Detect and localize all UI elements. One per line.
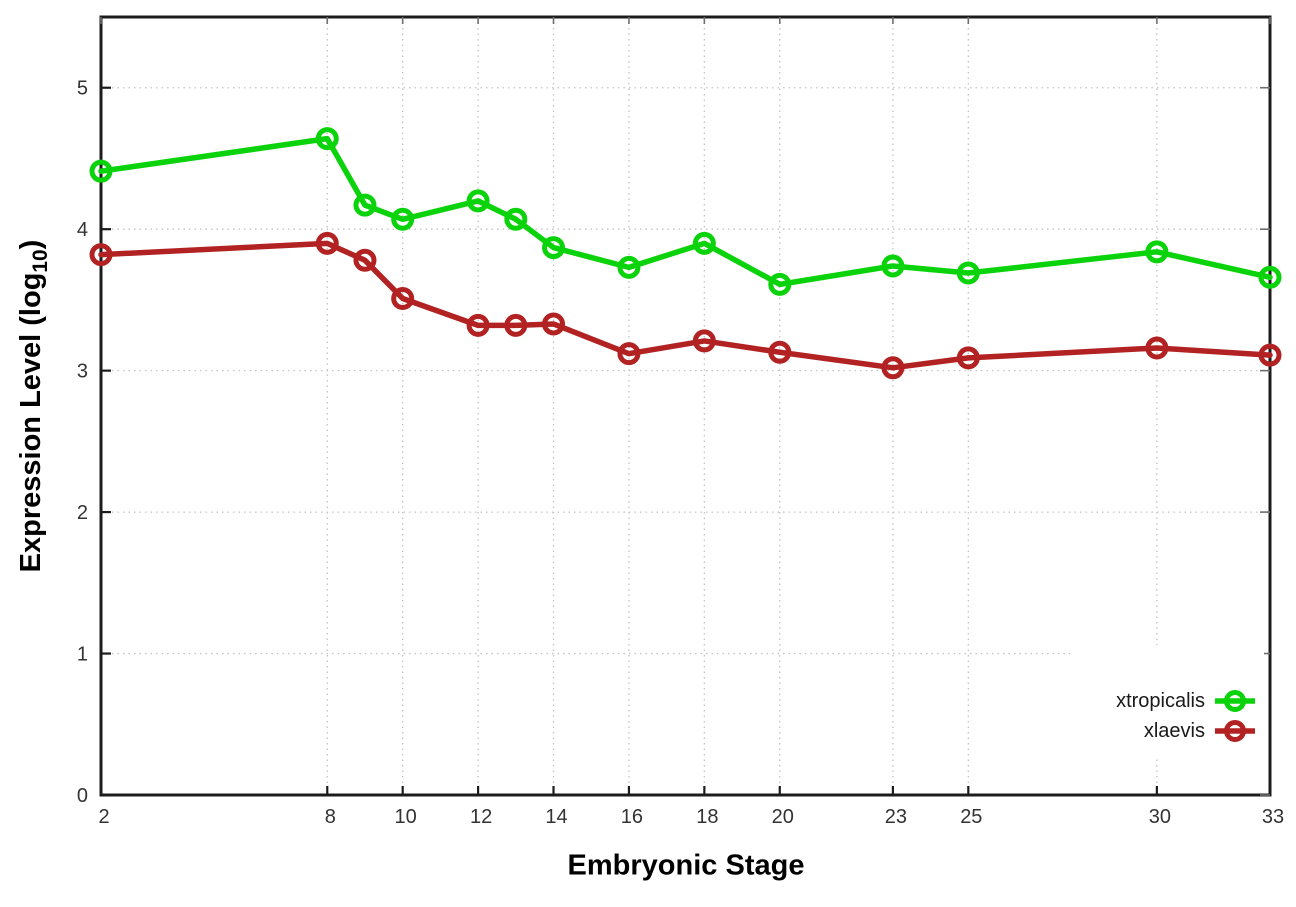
marker-xtropicalis-stage-9 bbox=[353, 193, 377, 217]
marker-xtropicalis-stage-8 bbox=[315, 127, 339, 151]
y-tick-label-1: 1 bbox=[77, 644, 88, 666]
x-axis-title: Embryonic Stage bbox=[567, 849, 805, 882]
legend-label-xtropicalis: xtropicalis bbox=[1116, 689, 1205, 712]
x-tick-label-8: 8 bbox=[325, 806, 336, 828]
legend-item-xlaevis: xlaevis bbox=[1144, 716, 1256, 746]
legend-sample-marker-xlaevis bbox=[1224, 720, 1246, 742]
y-tick-label-3: 3 bbox=[77, 361, 88, 383]
y-tick-label-0: 0 bbox=[77, 785, 88, 807]
marker-xtropicalis-stage-16 bbox=[617, 255, 641, 279]
x-tick-label-25: 25 bbox=[960, 806, 982, 828]
series-xtropicalis bbox=[89, 127, 1282, 296]
marker-xtropicalis-stage-10 bbox=[391, 207, 415, 231]
legend-marker-icon bbox=[1215, 720, 1255, 742]
legend-item-xtropicalis: xtropicalis bbox=[1116, 686, 1256, 716]
y-tick-label-4: 4 bbox=[77, 219, 88, 241]
marker-xlaevis-stage-14 bbox=[542, 312, 566, 336]
x-tick-label-2: 2 bbox=[98, 806, 109, 828]
marker-xtropicalis-stage-30 bbox=[1145, 240, 1169, 264]
marker-xtropicalis-stage-25 bbox=[956, 261, 980, 285]
marker-xtropicalis-stage-18 bbox=[692, 231, 716, 255]
marker-xtropicalis-stage-2 bbox=[89, 159, 113, 183]
legend: xtropicalis xlaevis bbox=[1072, 645, 1264, 758]
marker-xlaevis-stage-2 bbox=[89, 243, 113, 267]
marker-xlaevis-stage-8 bbox=[315, 231, 339, 255]
x-tick-label-23: 23 bbox=[885, 806, 907, 828]
marker-xlaevis-stage-16 bbox=[617, 342, 641, 366]
marker-xtropicalis-stage-13 bbox=[504, 207, 528, 231]
x-tick-label-10: 10 bbox=[395, 806, 417, 828]
marker-xlaevis-stage-30 bbox=[1145, 336, 1169, 360]
tick-marks bbox=[99, 17, 1272, 797]
marker-xtropicalis-stage-23 bbox=[881, 254, 905, 278]
y-axis-title-text: Expression Level (log bbox=[15, 272, 48, 573]
x-tick-label-20: 20 bbox=[772, 806, 794, 828]
marker-xlaevis-stage-9 bbox=[353, 248, 377, 272]
y-tick-label-2: 2 bbox=[77, 502, 88, 524]
marker-xtropicalis-stage-12 bbox=[466, 189, 490, 213]
marker-xlaevis-stage-12 bbox=[466, 313, 490, 337]
legend-sample-marker-xtropicalis bbox=[1224, 690, 1246, 712]
marker-xlaevis-stage-23 bbox=[881, 356, 905, 380]
y-axis-title-subscript: 10 bbox=[28, 249, 52, 273]
series-xlaevis bbox=[89, 231, 1282, 380]
legend-marker-icon bbox=[1215, 690, 1255, 712]
marker-xlaevis-stage-20 bbox=[768, 340, 792, 364]
x-tick-label-14: 14 bbox=[545, 806, 567, 828]
x-tick-label-12: 12 bbox=[470, 806, 492, 828]
marker-xlaevis-stage-33 bbox=[1258, 343, 1282, 367]
y-tick-label-5: 5 bbox=[77, 78, 88, 100]
marker-xlaevis-stage-25 bbox=[956, 346, 980, 370]
series-line-xlaevis bbox=[98, 240, 1273, 371]
x-tick-label-16: 16 bbox=[621, 806, 643, 828]
series-line-xtropicalis bbox=[98, 135, 1273, 288]
marker-xtropicalis-stage-33 bbox=[1258, 265, 1282, 289]
marker-xlaevis-stage-18 bbox=[692, 329, 716, 353]
x-tick-label-30: 30 bbox=[1149, 806, 1171, 828]
y-axis-title-close-paren: ) bbox=[15, 239, 48, 250]
legend-label-xlaevis: xlaevis bbox=[1143, 719, 1205, 742]
plot-border bbox=[99, 15, 1272, 797]
x-tick-label-18: 18 bbox=[696, 806, 718, 828]
x-tick-label-33: 33 bbox=[1262, 806, 1284, 828]
y-axis-title: Expression Level (log10) bbox=[15, 240, 53, 573]
marker-xlaevis-stage-10 bbox=[391, 286, 415, 310]
marker-xtropicalis-stage-20 bbox=[768, 272, 792, 296]
marker-xlaevis-stage-13 bbox=[504, 313, 528, 337]
marker-xtropicalis-stage-14 bbox=[542, 236, 566, 260]
